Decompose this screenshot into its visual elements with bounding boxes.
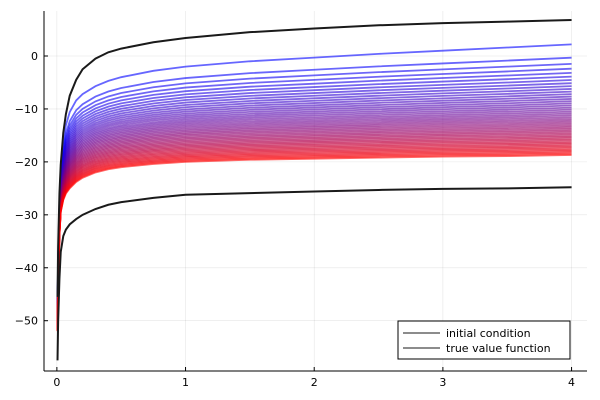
x-tick-label: 4 [568,376,575,389]
y-tick-label: −50 [15,315,38,328]
x-tick-label: 2 [311,376,318,389]
legend-label: true value function [446,342,551,355]
tick-labels: 0 1 2 3 4 −50 −40 −30 −20 −10 0 [15,50,575,389]
legend-label: initial condition [446,327,531,340]
iteration-curve [56,154,572,332]
legend-box [397,320,571,360]
x-tick-label: 3 [439,376,446,389]
legend: initial condition true value function [397,320,571,360]
axes [43,11,587,372]
series-line [56,19,572,297]
y-tick-label: −20 [15,156,38,169]
series-line [56,186,572,361]
y-tick-label: −30 [15,209,38,222]
y-tick-label: 0 [31,50,38,63]
curves [56,19,572,361]
y-tick-label: −40 [15,262,38,275]
y-tick-label: −10 [15,103,38,116]
x-tick-label: 1 [182,376,189,389]
x-tick-label: 0 [53,376,60,389]
